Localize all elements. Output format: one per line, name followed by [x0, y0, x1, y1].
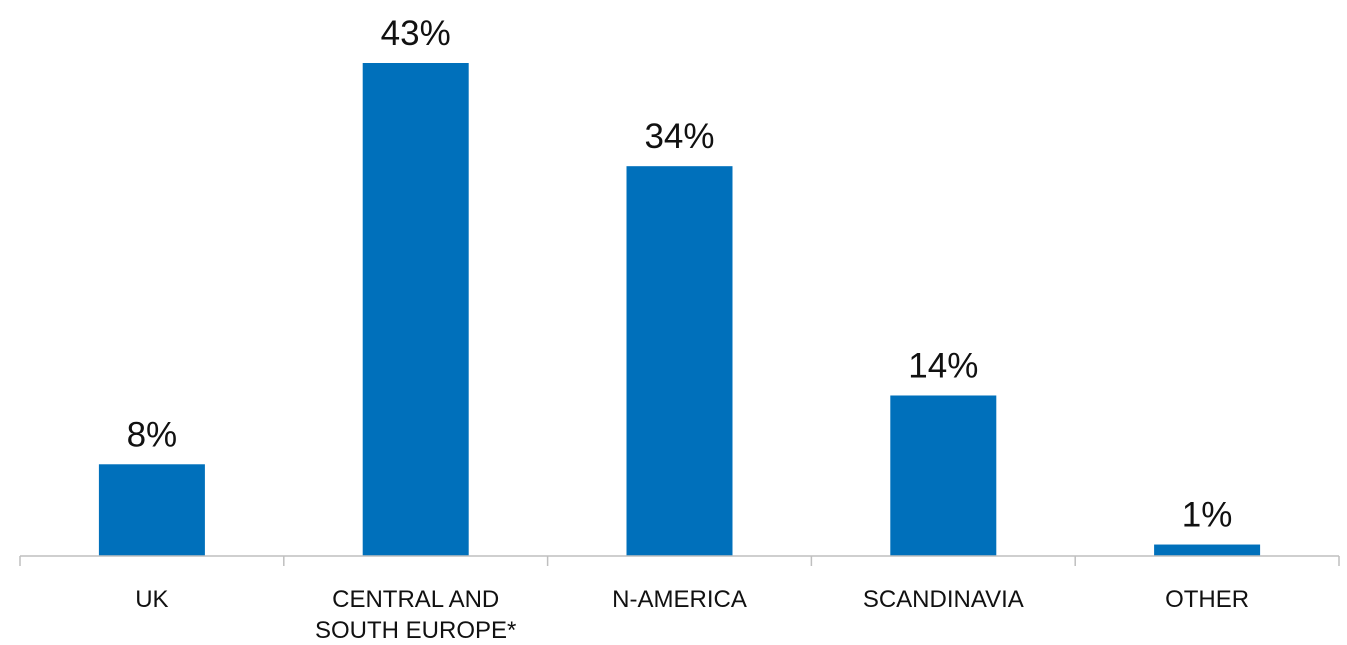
x-tick-label-line: UK — [135, 586, 168, 613]
bar-1 — [362, 63, 469, 556]
x-tick-label-2: N-AMERICA — [612, 586, 747, 613]
data-label-0: 8% — [127, 415, 178, 454]
bar-0 — [98, 464, 205, 556]
x-tick-label-line: CENTRAL AND — [332, 586, 499, 613]
x-tick-label-line: N-AMERICA — [612, 586, 747, 613]
data-label-1: 43% — [381, 14, 451, 53]
x-tick-label-1: CENTRAL AND SOUTH EUROPE* — [315, 586, 516, 644]
bars-layer — [98, 63, 1261, 557]
x-tick-label-0: UK — [135, 586, 168, 613]
x-tick-label-3: SCANDINAVIA — [863, 586, 1024, 613]
bar-2 — [626, 166, 733, 557]
x-axis — [19, 555, 1340, 566]
bar-4 — [1154, 544, 1261, 556]
x-tick-labels-layer: UK CENTRAL AND SOUTH EUROPE* N-AMERICA SCAND… — [135, 586, 1249, 644]
x-tick-label-line: SOUTH EUROPE* — [315, 617, 516, 644]
bar-3 — [890, 395, 997, 556]
data-label-3: 14% — [908, 346, 978, 385]
x-tick-label-4: OTHER — [1165, 586, 1249, 613]
x-tick-label-line: OTHER — [1165, 586, 1249, 613]
data-label-4: 1% — [1182, 496, 1233, 535]
data-label-2: 34% — [644, 117, 714, 156]
data-labels-layer: 8% 43% 34% 14% 1% — [127, 14, 1233, 535]
x-tick-label-line: SCANDINAVIA — [863, 586, 1024, 613]
